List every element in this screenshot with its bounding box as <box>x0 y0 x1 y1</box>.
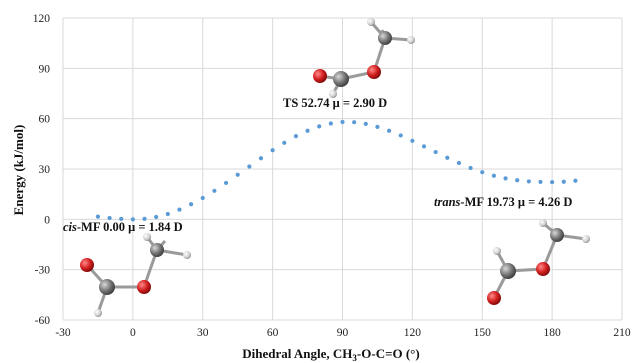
y-tick-label: 90 <box>39 63 51 75</box>
x-tick-label: 120 <box>404 327 422 339</box>
ts-annotation-name: TS <box>283 96 298 110</box>
x-tick-label: 0 <box>130 327 136 339</box>
ts-annotation: TS 52.74 μ = 2.90 D <box>283 96 387 110</box>
data-point <box>107 215 112 221</box>
cis-mf-molecule-illustration <box>80 233 191 317</box>
data-point <box>550 179 555 185</box>
x-axis-title-rest: -O-C=O (°) <box>357 346 420 361</box>
data-point <box>282 140 287 145</box>
data-point <box>258 156 264 161</box>
grid-lines <box>62 17 623 321</box>
data-point <box>305 128 310 133</box>
data-point <box>363 121 368 126</box>
x-tick-label: 210 <box>613 327 631 339</box>
data-point <box>189 202 194 207</box>
y-tick-label: -30 <box>35 265 51 277</box>
data-point <box>468 165 473 171</box>
x-tick-label: -30 <box>55 327 71 339</box>
y-tick-label: 0 <box>44 214 50 226</box>
data-point <box>200 195 205 201</box>
y-axis-title: Energy (kJ/mol) <box>11 125 26 216</box>
data-point <box>177 207 182 212</box>
data-point <box>247 164 252 169</box>
data-point <box>317 124 322 129</box>
cis-mf-annotation-values: μ = 1.84 D <box>128 220 183 234</box>
cis-mf-annotation-name: -MF 0.00 <box>77 220 128 234</box>
data-point <box>165 211 170 217</box>
cis-mf-annotation-prefix: cis <box>63 220 77 234</box>
data-point <box>328 121 333 126</box>
trans-mf-molecule-illustration <box>487 219 590 305</box>
data-point <box>130 217 135 222</box>
data-point <box>293 134 299 139</box>
ts-molecule-illustration <box>313 18 415 98</box>
x-tick-label: 90 <box>337 327 349 339</box>
cis-mf-annotation: cis-MF 0.00 μ = 1.84 D <box>63 220 183 234</box>
x-tick-label: 150 <box>474 327 492 339</box>
data-point <box>340 119 345 125</box>
trans-mf-annotation-name: -MF 19.73 <box>460 195 514 209</box>
data-point <box>154 214 159 220</box>
data-point <box>491 173 496 178</box>
x-tick-label: 60 <box>267 327 279 339</box>
data-point <box>398 133 403 138</box>
data-point <box>223 180 229 186</box>
x-axis-title-main: Dihedral Angle, CH <box>242 346 352 361</box>
energy-series <box>95 119 578 222</box>
trans-mf-annotation-prefix: trans <box>434 195 461 209</box>
data-point <box>410 138 415 143</box>
trans-mf-annotation: trans-MF 19.73 μ = 4.26 D <box>434 195 572 209</box>
x-axis-title: Dihedral Angle, CH3-O-C=O (°) <box>242 346 419 363</box>
data-point <box>480 170 485 175</box>
data-point <box>95 214 101 219</box>
x-tick-label: 180 <box>544 327 562 339</box>
ts-annotation-values: 52.74 μ = 2.90 D <box>298 96 387 110</box>
y-tick-label: 120 <box>33 13 51 25</box>
data-point <box>386 128 392 133</box>
data-point <box>235 172 240 177</box>
data-point <box>573 178 578 183</box>
y-tick-label: 30 <box>39 164 51 176</box>
data-point <box>433 149 438 155</box>
data-point <box>445 155 450 160</box>
x-axis-tick-labels: -30 0 30 60 90 120 150 180 210 <box>55 327 631 339</box>
data-point <box>456 160 462 166</box>
y-tick-label: -60 <box>35 315 51 327</box>
data-point <box>375 124 380 129</box>
data-point <box>352 120 357 125</box>
data-point <box>503 176 508 181</box>
data-point <box>561 179 566 184</box>
x-tick-label: 30 <box>197 327 209 339</box>
y-axis-tick-labels: -60 -30 0 30 60 90 120 <box>33 13 51 327</box>
data-point <box>142 216 147 221</box>
data-point <box>515 178 520 183</box>
y-tick-label: 60 <box>39 114 51 126</box>
data-point <box>421 144 427 149</box>
data-point <box>538 179 543 185</box>
trans-mf-annotation-values: μ = 4.26 D <box>515 195 573 209</box>
x-axis-title-subscript: 3 <box>352 353 357 363</box>
data-point <box>270 148 275 153</box>
data-point <box>119 216 124 221</box>
data-point <box>212 188 217 193</box>
data-point <box>526 179 531 184</box>
